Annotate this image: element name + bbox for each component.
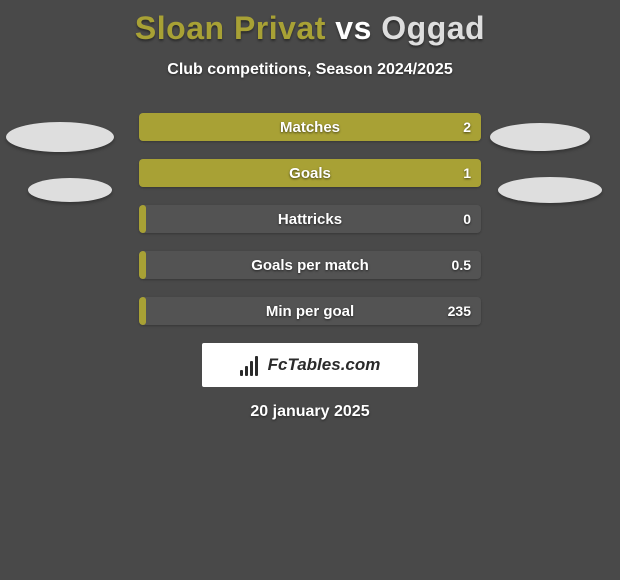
stat-row: Goals1 — [139, 159, 481, 187]
date-label: 20 january 2025 — [0, 403, 620, 421]
stat-bar — [139, 113, 481, 141]
stat-bar — [139, 205, 146, 233]
stat-row: Min per goal235 — [139, 297, 481, 325]
decorative-ellipse — [28, 178, 112, 202]
decorative-ellipse — [490, 123, 590, 151]
decorative-ellipse — [498, 177, 602, 203]
stats-rows: Matches2Goals1Hattricks0Goals per match0… — [139, 113, 481, 325]
stat-label: Goals per match — [139, 251, 481, 279]
title-vs: vs — [335, 10, 372, 46]
stat-row: Matches2 — [139, 113, 481, 141]
title-player2: Oggad — [381, 10, 485, 46]
stat-label: Min per goal — [139, 297, 481, 325]
stat-value: 0 — [463, 205, 471, 233]
page-title: Sloan Privat vs Oggad — [0, 0, 620, 47]
decorative-ellipse — [6, 122, 114, 152]
stat-row: Hattricks0 — [139, 205, 481, 233]
stat-bar — [139, 251, 146, 279]
logo-box: FcTables.com — [202, 343, 418, 387]
stat-value: 235 — [448, 297, 471, 325]
stat-label: Hattricks — [139, 205, 481, 233]
title-player1: Sloan Privat — [135, 10, 326, 46]
logo-text: FcTables.com — [268, 355, 381, 375]
stat-value: 0.5 — [452, 251, 471, 279]
subtitle: Club competitions, Season 2024/2025 — [0, 61, 620, 79]
stat-bar — [139, 297, 146, 325]
stat-bar — [139, 159, 481, 187]
stat-row: Goals per match0.5 — [139, 251, 481, 279]
bar-chart-icon — [240, 354, 262, 376]
